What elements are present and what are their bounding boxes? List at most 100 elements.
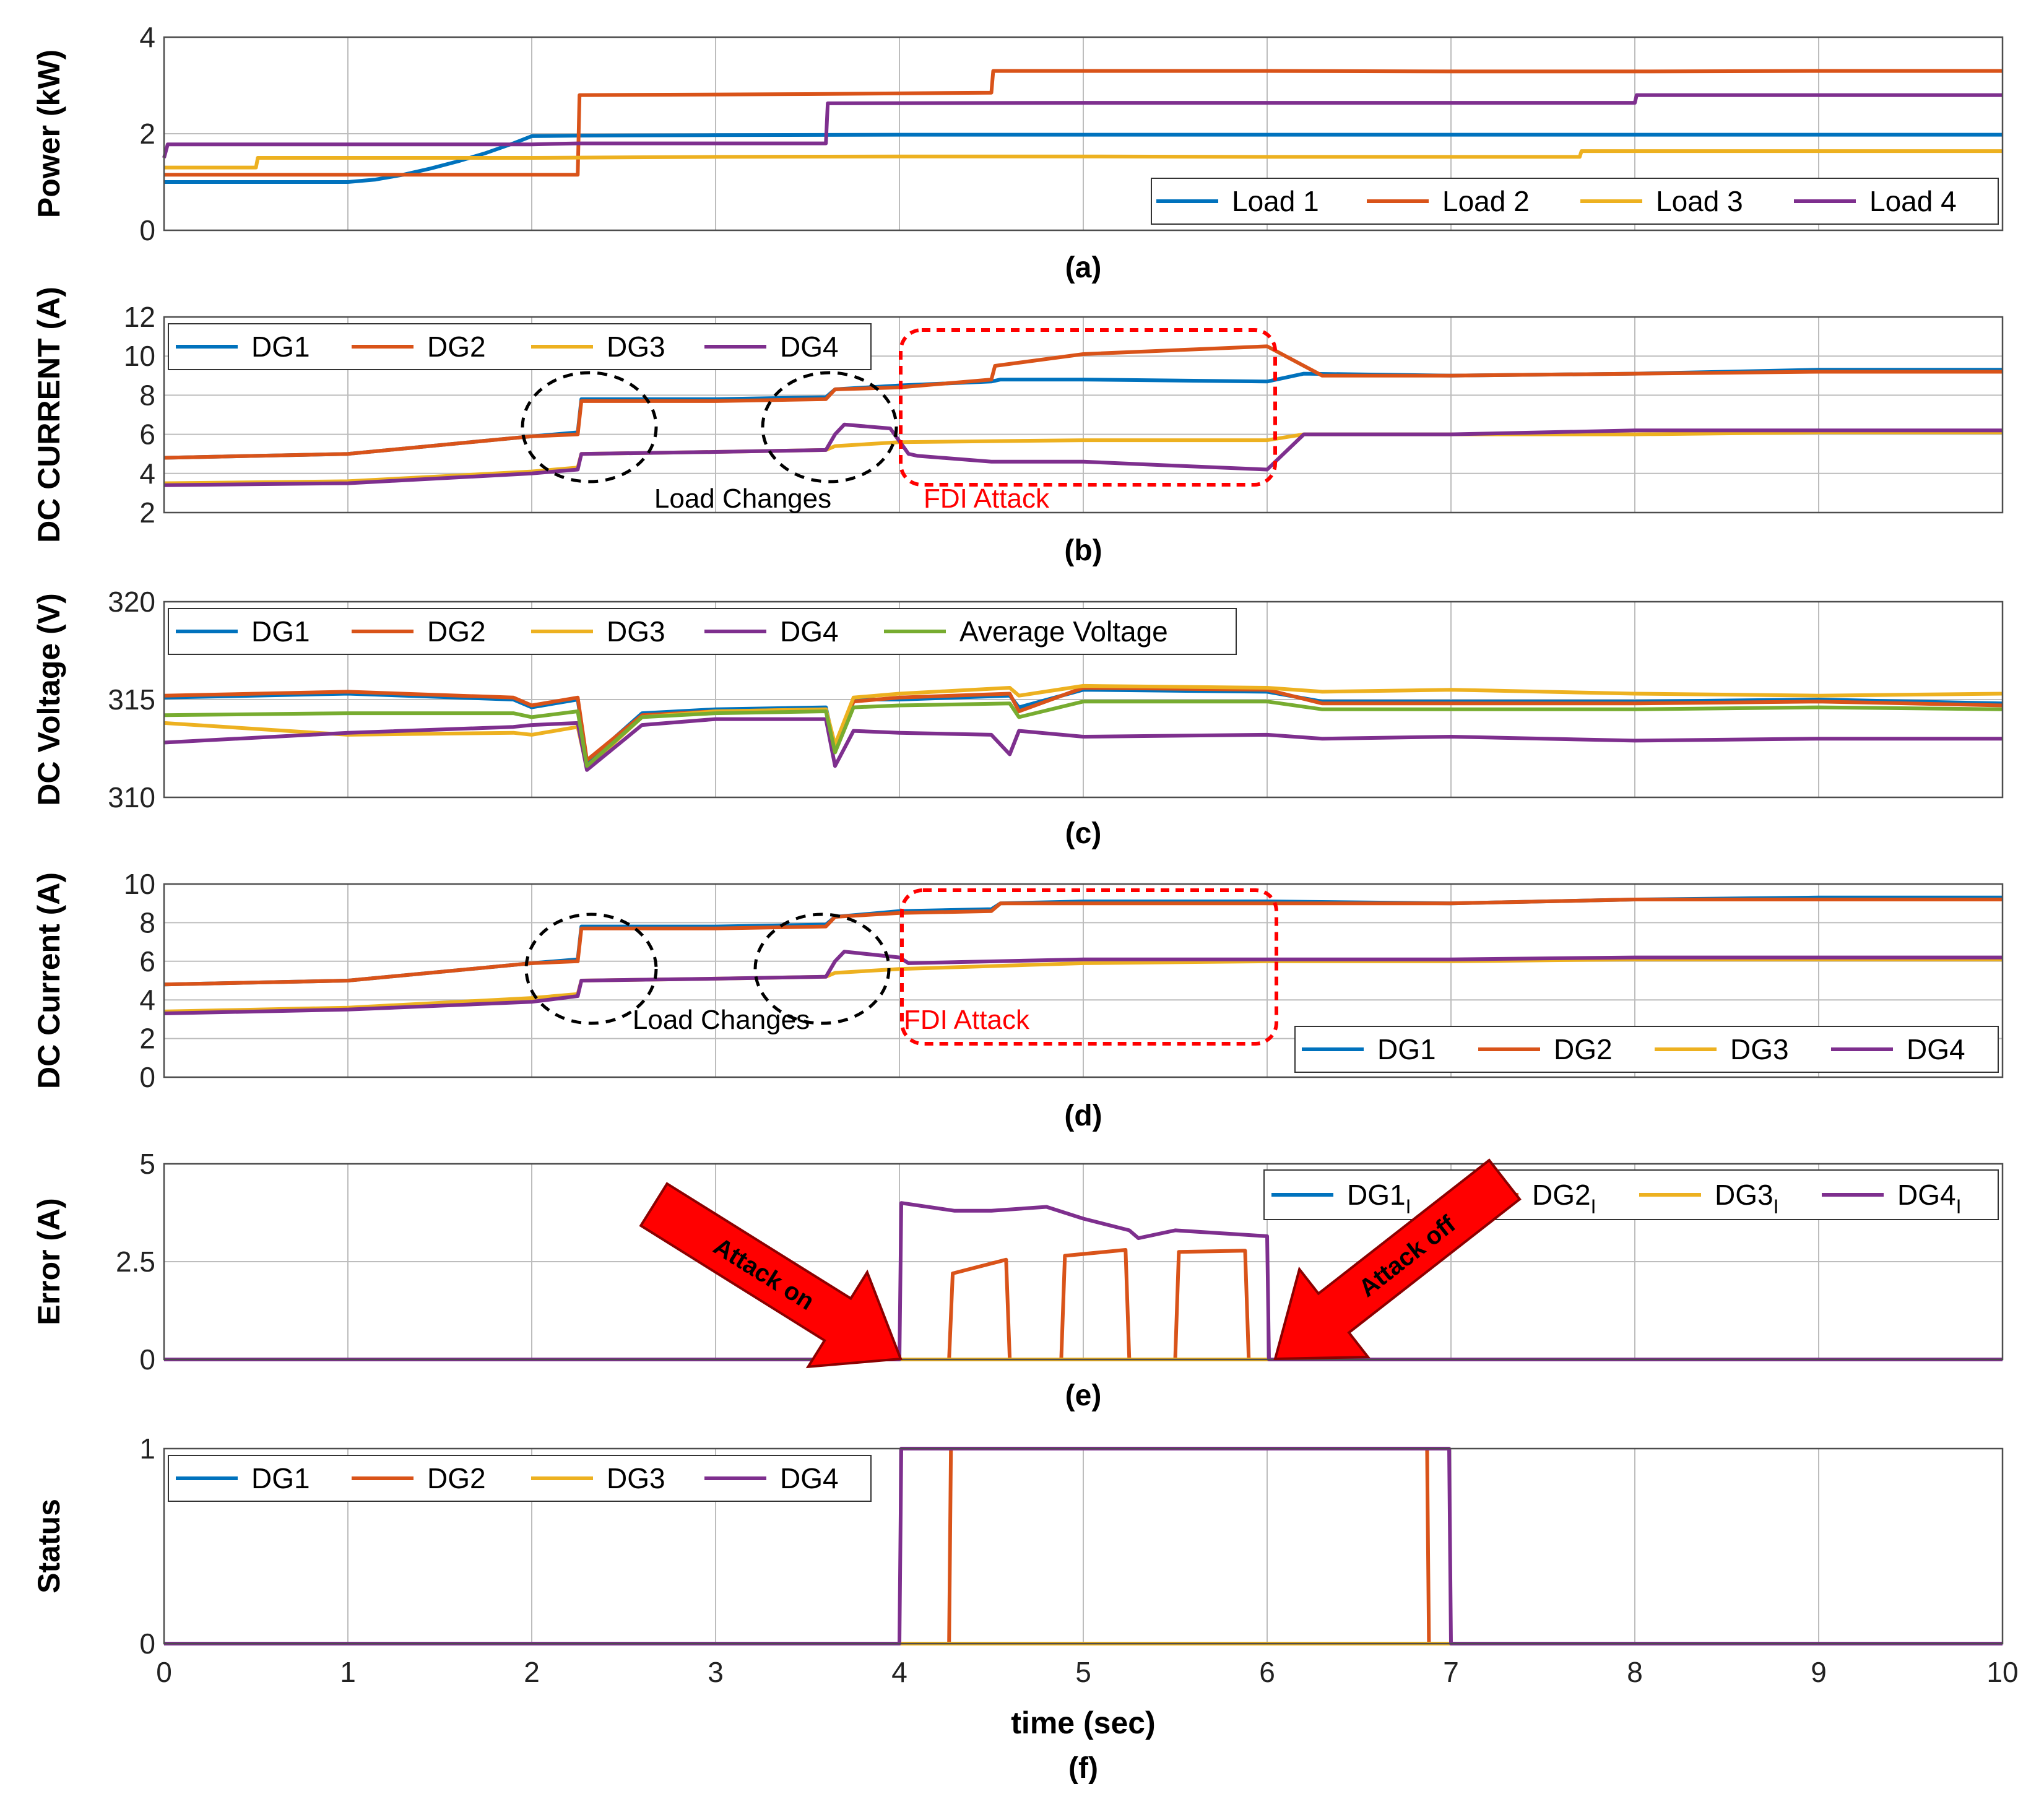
axes-frame-c <box>163 600 2004 799</box>
legend-f: DG1 DG2 DG3 DG4 <box>168 1455 872 1502</box>
panel-b: 2 4 6 8 10 12 DC CURRENT (A) (b) DG1 DG2 DG3 DG4 <box>32 287 2004 567</box>
load-changes-label-d: Load Changes <box>633 1005 810 1035</box>
legend-box-c <box>168 608 1237 655</box>
legend-entry: Load 4 <box>1869 185 1957 217</box>
load-change-circle-b1 <box>521 371 658 483</box>
panel-caption-b: (b) <box>1064 534 1102 567</box>
fdi-attack-box-d <box>900 888 1278 1046</box>
x-tick-label: 1 <box>340 1656 356 1688</box>
y-tick-label: 6 <box>139 945 155 978</box>
y-axis-label-b: DC CURRENT (A) <box>32 287 66 543</box>
panel-a: 0 2 4 Power (kW) (a) Load 1 Load 2 Load 3 Load 4 <box>32 21 2004 284</box>
series-line-d-3 <box>163 950 2003 1015</box>
x-tick-label: 5 <box>1075 1656 1091 1688</box>
axes-frame-a <box>163 36 2004 232</box>
fdi-attack-box-b <box>899 328 1277 487</box>
series-line-b-3 <box>163 422 2003 487</box>
y-tick-label: 12 <box>124 301 155 333</box>
fdi-attack-label-b: FDI Attack <box>924 483 1050 514</box>
legend-entry: Load 1 <box>1232 185 1319 217</box>
series-line-e-1 <box>164 1248 2003 1361</box>
panel-f: 0 1 Status DG1 DG2 DG3 DG4 <box>32 1433 2004 1660</box>
y-axis-label-c: DC Voltage (V) <box>32 593 66 806</box>
legend-d: DG1 DG2 DG3 DG4 <box>1294 1026 1999 1073</box>
y-tick-label: 10 <box>124 868 155 900</box>
legend-entry: Average Voltage <box>959 615 1168 648</box>
series-line-e-3 <box>164 1201 2003 1361</box>
y-axis-label-d: DC Current (A) <box>32 872 66 1089</box>
panel-caption-a: (a) <box>1065 251 1102 284</box>
legend-box-a <box>1151 178 1999 225</box>
series-line-a-2 <box>164 149 2003 170</box>
load-change-circle-d1 <box>524 913 658 1025</box>
panel-caption-d: (d) <box>1064 1099 1102 1132</box>
legend-entry: DG2 <box>427 331 486 363</box>
legend-entry: DG2 <box>427 1462 486 1494</box>
axes-frame-d <box>163 883 2004 1078</box>
y-tick-label: 315 <box>108 683 155 716</box>
axes-frame-f <box>163 1447 2004 1645</box>
y-tick-label: 0 <box>139 214 155 246</box>
legend-a: Load 1 Load 2 Load 3 Load 4 <box>1151 178 1999 225</box>
legend-entry: DG2 <box>1554 1033 1613 1065</box>
y-tick-label: 4 <box>139 457 155 490</box>
load-changes-label-b: Load Changes <box>654 483 831 514</box>
y-tick-label: 0 <box>139 1343 155 1376</box>
legend-entry: DG3 <box>607 1462 665 1494</box>
load-change-circle-d2 <box>753 913 891 1025</box>
annotations-layer: Load Changes FDI Attack Load Changes FDI… <box>521 328 1522 1369</box>
series-line-d-2 <box>163 957 2003 1013</box>
y-axis-label-a: Power (kW) <box>32 50 66 218</box>
series-line-b-1 <box>163 344 2003 460</box>
y-tick-label: 4 <box>139 21 155 53</box>
x-axis-label: time (sec) <box>1011 1706 1155 1740</box>
legend-entry: DG1 <box>1377 1033 1436 1065</box>
x-tick-label: 10 <box>1986 1656 2018 1688</box>
y-tick-label: 0 <box>139 1628 155 1660</box>
series-line-d-1 <box>163 898 2003 987</box>
x-tick-label: 6 <box>1259 1656 1275 1688</box>
fdi-attack-label-d: FDI Attack <box>904 1005 1030 1035</box>
x-tick-label: 4 <box>891 1656 907 1688</box>
y-tick-label: 310 <box>108 781 155 813</box>
panel-caption-c: (c) <box>1065 817 1102 850</box>
legend-entry: DG4 <box>780 615 839 648</box>
legend-entry: DG4 <box>780 1462 839 1494</box>
panel-e: 0 2.5 5 Error (A) (e) DG1I DG2I DG3I DG4I <box>32 1148 2004 1412</box>
legend-entry: DG3I <box>1715 1179 1778 1218</box>
y-tick-label: 1 <box>139 1433 155 1465</box>
legend-entry: DG3 <box>1730 1033 1789 1065</box>
legend-c: DG1 DG2 DG3 DG4 Average Voltage <box>168 608 1237 655</box>
y-tick-label: 8 <box>139 379 155 411</box>
legend-entry: Load 2 <box>1442 185 1530 217</box>
y-tick-label: 2.5 <box>116 1246 155 1278</box>
x-tick-label: 9 <box>1811 1656 1827 1688</box>
series-line-a-3 <box>162 93 2003 158</box>
legend-entry: DG4 <box>1907 1033 1965 1065</box>
legend-e: DG1I DG2I DG3I DG4I <box>1263 1169 1999 1220</box>
y-tick-label: 2 <box>139 496 155 529</box>
y-tick-label: 5 <box>139 1148 155 1180</box>
x-tick-label: 2 <box>524 1656 540 1688</box>
panel-d: 0 2 4 6 8 10 DC Current (A) (d) DG1 DG2 DG3 DG4 <box>32 868 2004 1132</box>
y-tick-label: 2 <box>139 118 155 150</box>
panel-caption-f: (f) <box>1068 1752 1098 1785</box>
x-tick-label: 3 <box>708 1656 724 1688</box>
legend-entry: DG1I <box>1347 1179 1411 1218</box>
panel-c: 310 315 320 DC Voltage (V) (c) DG1 DG2 DG3 DG4 Av… <box>32 586 2004 850</box>
y-tick-label: 6 <box>139 418 155 451</box>
load-change-circle-b2 <box>761 371 898 483</box>
legend-entry: DG2I <box>1532 1179 1596 1218</box>
legend-entry: DG3 <box>607 331 665 363</box>
panels-layer: 0 2 4 Power (kW) (a) Load 1 Load 2 Load 3 Load 4… <box>32 21 2004 1660</box>
legend-entry: DG1 <box>251 615 310 648</box>
legend-b: DG1 DG2 DG3 DG4 <box>168 323 872 370</box>
attack-off-arrow: Attack off <box>1273 1158 1522 1361</box>
y-axis-label-e: Error (A) <box>32 1198 66 1325</box>
legend-entry: Load 3 <box>1656 185 1743 217</box>
y-tick-label: 10 <box>124 340 155 372</box>
legend-entry: DG3 <box>607 615 665 648</box>
y-tick-label: 320 <box>108 586 155 618</box>
legend-entry: DG2 <box>427 615 486 648</box>
